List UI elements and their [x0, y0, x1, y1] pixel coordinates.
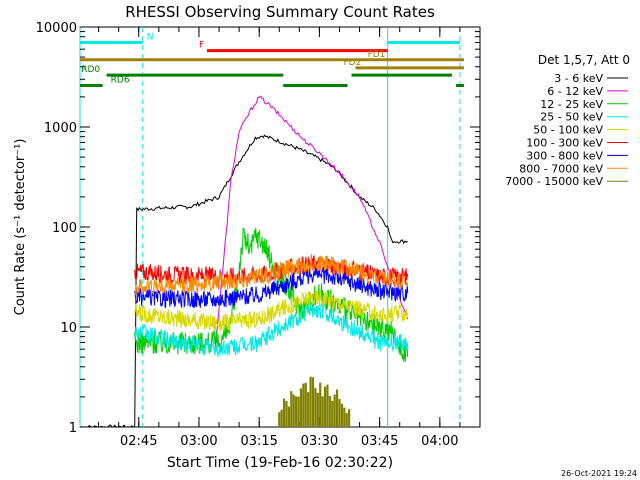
series-line: [134, 265, 409, 309]
y-tick-label: 10: [60, 321, 77, 336]
legend-label: 50 - 100 keV: [533, 124, 603, 137]
y-tick-label: 100: [52, 221, 77, 236]
x-tick-label: 03:00: [180, 434, 217, 449]
y-axis-label: Count Rate (s⁻¹ detector⁻¹): [13, 139, 28, 316]
mode-bar-label: FD1: [368, 50, 386, 60]
y-tick-label: 1: [69, 421, 77, 436]
series-lines: [79, 95, 409, 428]
mode-bar-label: N: [147, 32, 154, 42]
mode-bar-label: F: [199, 41, 204, 51]
mode-bar-label: RD6: [111, 76, 130, 86]
y-tick-label: 10000: [36, 21, 77, 36]
legend-label: 3 - 6 keV: [554, 72, 603, 85]
series-line: [134, 289, 409, 332]
x-axis-label: Start Time (19-Feb-16 02:30:22): [167, 455, 393, 471]
series-line: [214, 95, 409, 349]
legend-label: 7000 - 15000 keV: [505, 175, 603, 188]
chart-title: RHESSI Observing Summary Count Rates: [125, 3, 435, 21]
mode-bar-label: FD2: [343, 58, 361, 68]
x-tick-label: 03:45: [361, 434, 398, 449]
legend-label: 25 - 50 keV: [540, 111, 603, 124]
mode-bar-label: RD0: [81, 65, 100, 75]
legend-label: 100 - 300 keV: [526, 137, 603, 150]
legend-label: 6 - 12 keV: [547, 85, 603, 98]
x-tick-label: 04:00: [421, 434, 458, 449]
legend-label: 800 - 7000 keV: [519, 162, 603, 175]
legend-title: Det 1,5,7, Att 0: [538, 53, 630, 67]
x-tick-label: 03:30: [301, 434, 338, 449]
observing-mode-bars: N F FD1 FD2 RD0 RD6: [80, 32, 464, 88]
x-tick-label: 02:45: [120, 434, 157, 449]
y-axis: 1 10 100 1000 10000: [36, 21, 480, 436]
legend-label: 12 - 25 keV: [540, 98, 603, 111]
plot-area: [79, 26, 481, 428]
y-tick-label: 1000: [44, 121, 77, 136]
legend-label: 300 - 800 keV: [526, 149, 603, 162]
series-line: [134, 301, 409, 357]
timestamp: 26-Oct-2021 19:24: [561, 469, 637, 478]
x-tick-label: 03:15: [240, 434, 277, 449]
x-axis: 02:45 03:00 03:15 03:30 03:45 04:00: [98, 27, 481, 449]
series-line: [134, 254, 409, 296]
